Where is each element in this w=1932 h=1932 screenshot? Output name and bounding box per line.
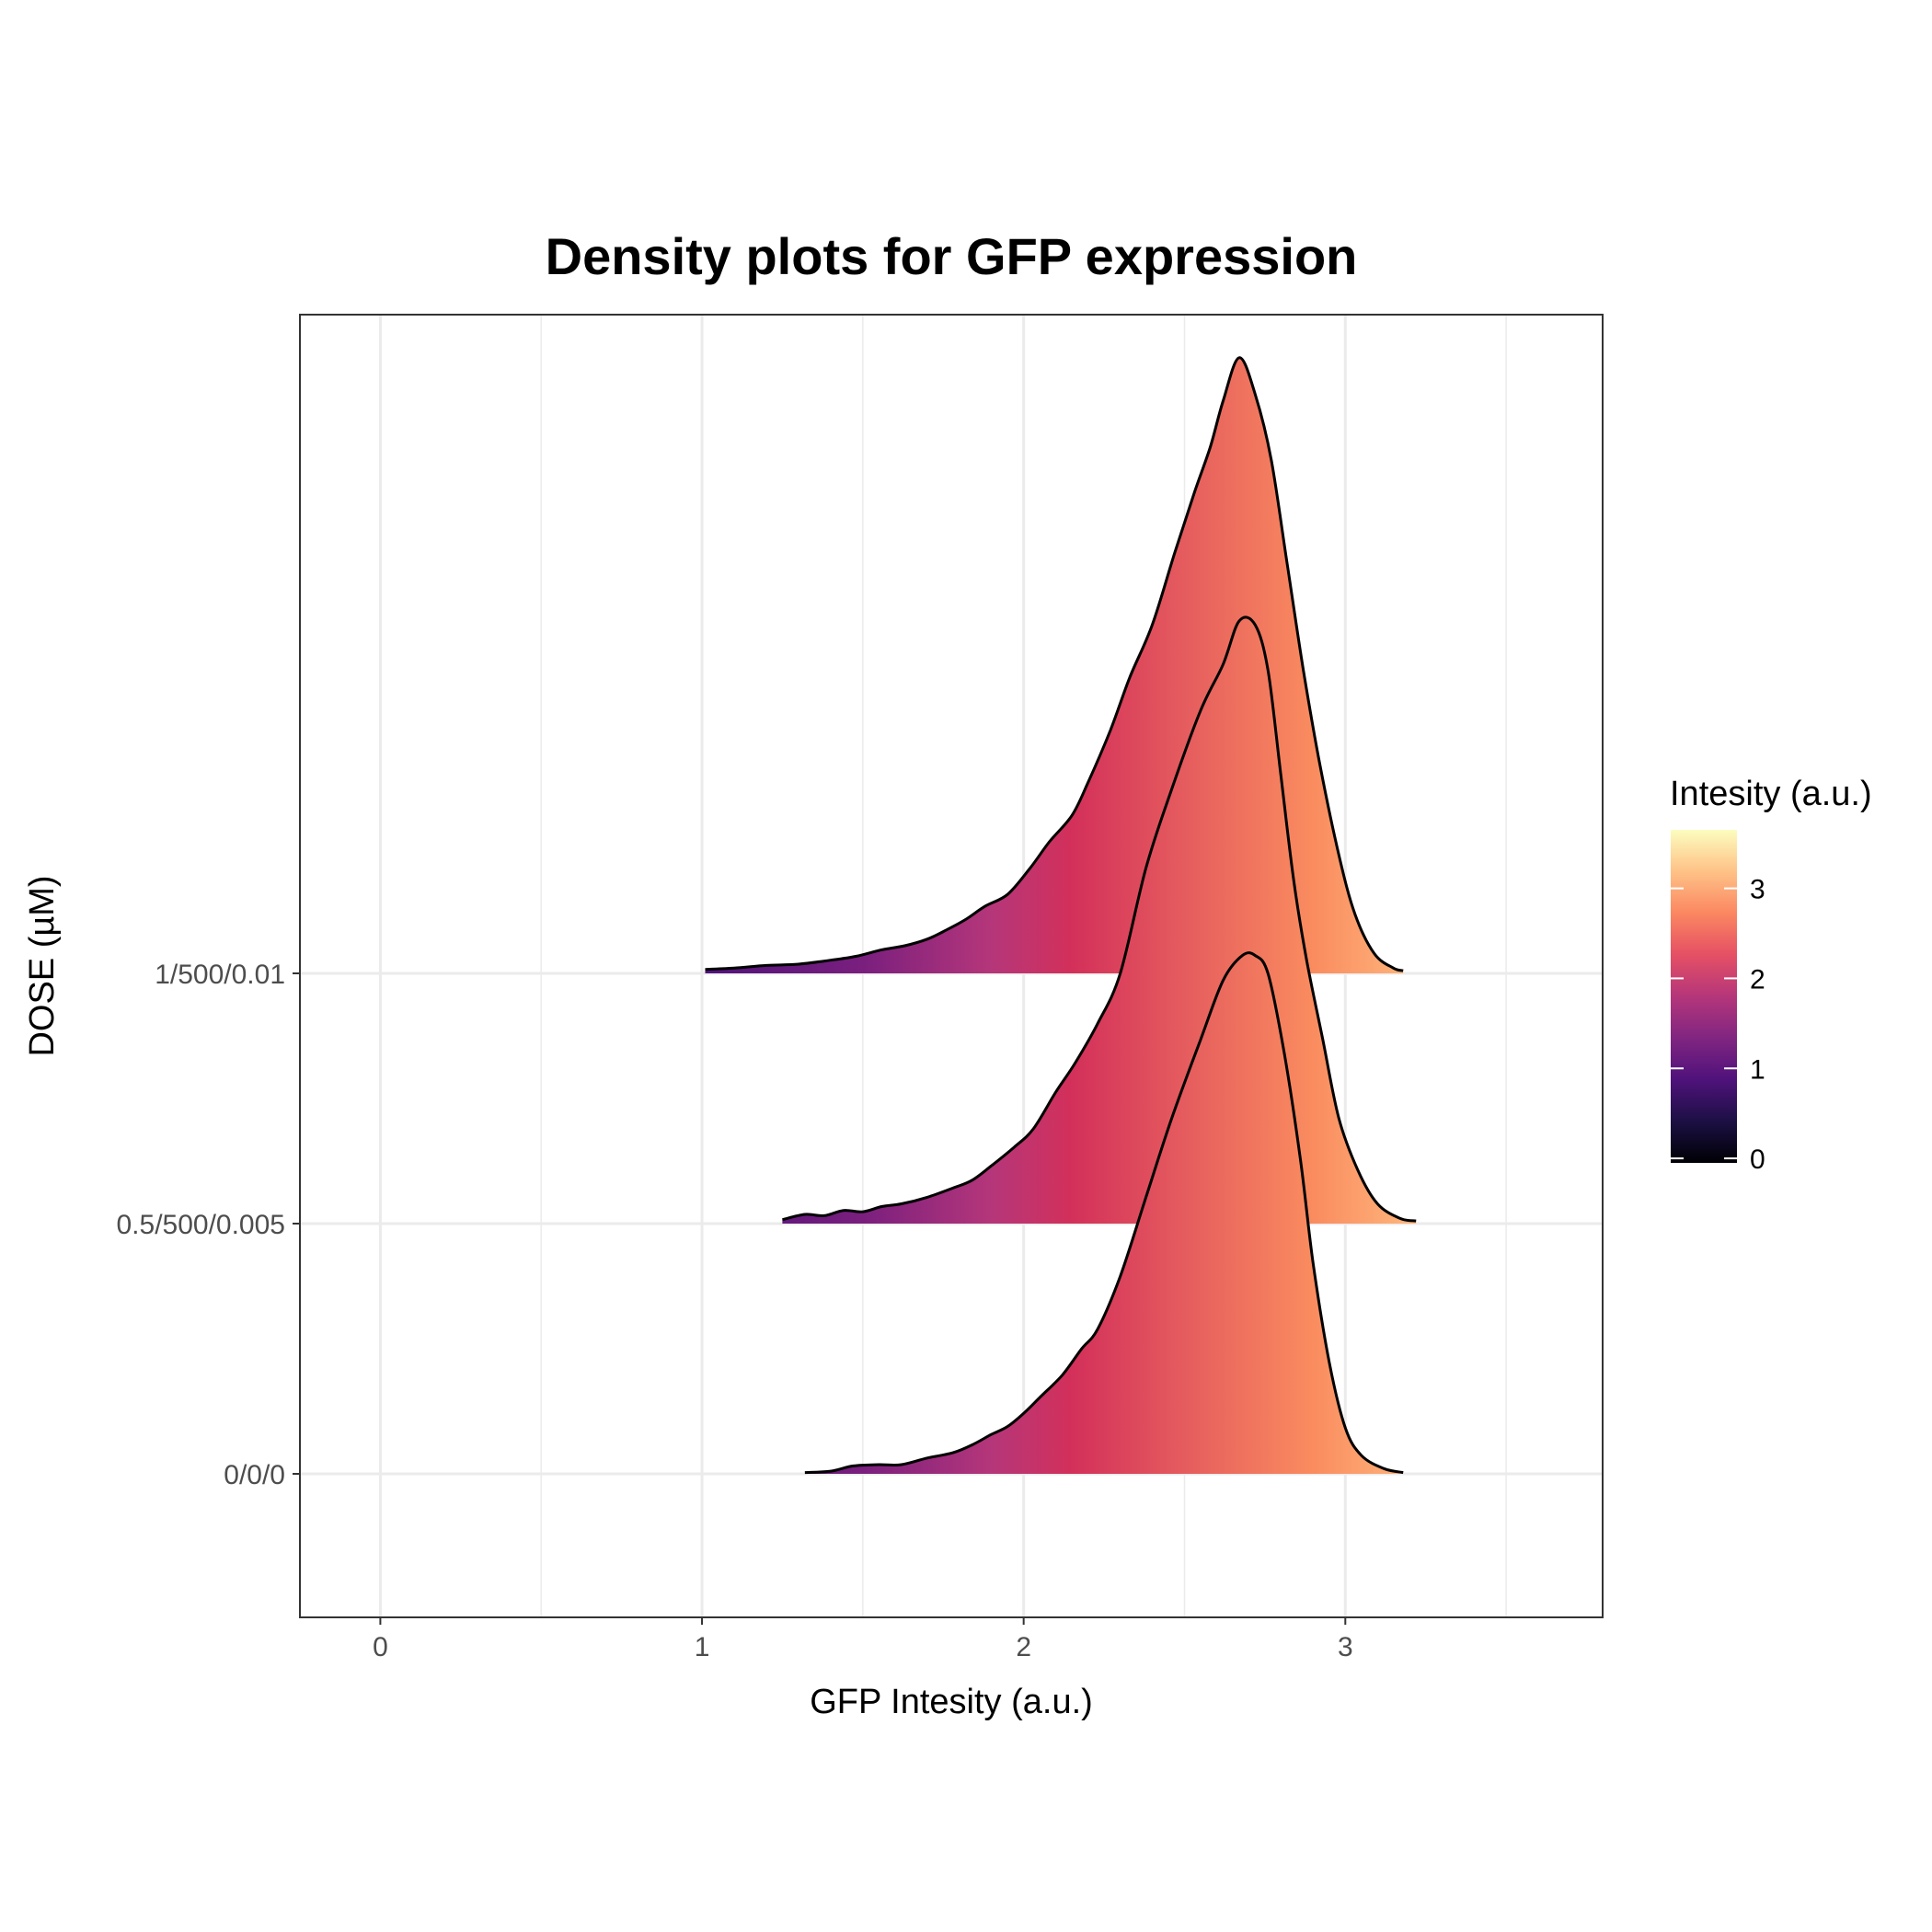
ridge-outline xyxy=(705,356,1404,972)
legend-tick-label: 3 xyxy=(1750,875,1765,905)
legend-title: Intesity (a.u.) xyxy=(1670,775,1872,813)
y-tick-label: 1/500/0.01 xyxy=(155,960,285,990)
panel-border xyxy=(299,314,1604,1618)
ridge-fill xyxy=(804,952,1404,1474)
legend-tick-label: 1 xyxy=(1750,1054,1765,1085)
x-axis: 0 1 2 3 xyxy=(373,1617,1353,1662)
ridge-0-0-0 xyxy=(804,951,1404,1475)
y-axis: 0/0/0 0.5/500/0.005 1/500/0.01 xyxy=(116,960,300,1490)
x-tick-label: 0 xyxy=(373,1632,388,1662)
legend-ticks: 0 1 2 3 xyxy=(1671,875,1765,1175)
ridge-outline xyxy=(782,615,1417,1223)
y-axis-label: DOSE (µM) xyxy=(23,875,62,1056)
plot-panel xyxy=(299,314,1604,1618)
legend-color-bar xyxy=(1671,830,1737,1163)
legend: Intesity (a.u.) 0 1 2 3 xyxy=(1670,775,1872,1175)
x-tick-label: 1 xyxy=(695,1632,710,1662)
ridge-outline xyxy=(804,951,1404,1475)
legend-tick-label: 2 xyxy=(1750,964,1765,995)
chart-title: Density plots for GFP expression xyxy=(546,227,1358,285)
ridges xyxy=(705,356,1417,1475)
y-tick-label: 0/0/0 xyxy=(224,1460,285,1490)
x-tick-label: 2 xyxy=(1016,1632,1031,1662)
x-axis-label: GFP Intesity (a.u.) xyxy=(810,1683,1093,1721)
legend-tick-label: 0 xyxy=(1750,1144,1765,1175)
y-tick-label: 0.5/500/0.005 xyxy=(116,1210,285,1240)
x-tick-label: 3 xyxy=(1338,1632,1353,1662)
